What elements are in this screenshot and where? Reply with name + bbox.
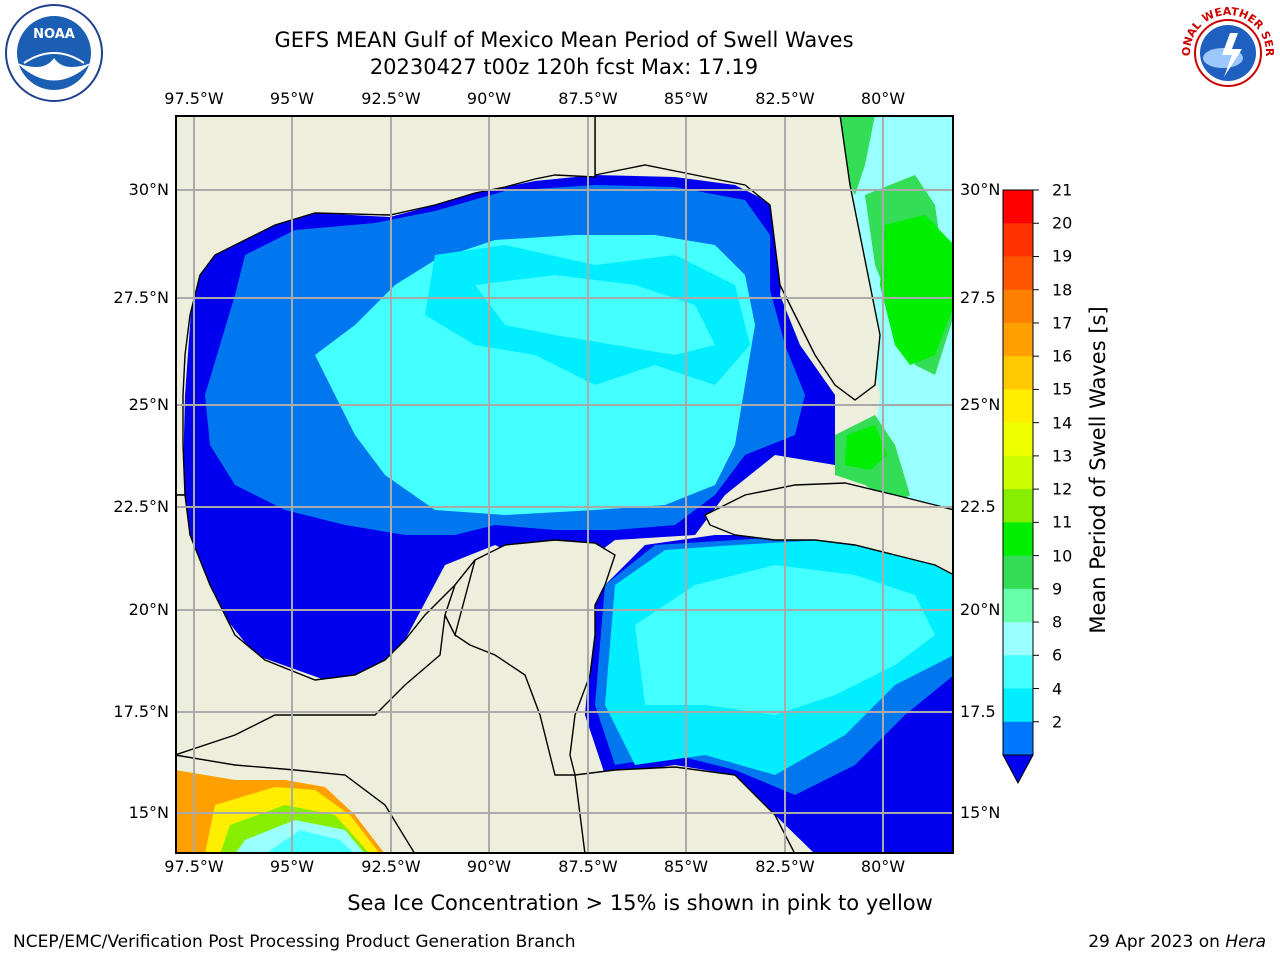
lat-tick-right: 27.5	[960, 288, 996, 307]
yucatan-land	[444, 539, 616, 776]
colorbar-segment	[1003, 322, 1033, 357]
colorbar-segment	[1003, 422, 1033, 457]
colorbar-tick: 8	[1052, 612, 1063, 632]
lon-tick-bot: 95°W	[269, 857, 315, 876]
noaa-logo: NOAA	[5, 4, 103, 102]
graticule	[175, 115, 954, 854]
colorbar-tick: 6	[1052, 645, 1063, 665]
florida-land	[594, 115, 954, 401]
colorbar-segment	[1003, 688, 1033, 723]
lat-tick-right: 22.5	[960, 497, 996, 516]
nws-logo: NATIONAL WEATHER SERVICE	[1178, 3, 1276, 100]
lon-tick-top: 80°W	[860, 89, 906, 108]
lon-tick-top: 90°W	[466, 89, 512, 108]
lat-tick-left: 30°N	[128, 180, 169, 199]
lat-tick-left: 27.5°N	[113, 288, 169, 307]
lat-tick-left: 20°N	[128, 600, 169, 619]
colorbar-tick: 20	[1052, 213, 1073, 233]
map-title: GEFS MEAN Gulf of Mexico Mean Period of …	[274, 28, 854, 52]
lat-tick-right: 30°N	[960, 180, 1001, 199]
mexico-east-land	[175, 494, 476, 756]
colorbar-segment	[1003, 289, 1033, 324]
svg-text:NOAA: NOAA	[33, 27, 75, 42]
lat-tick-left: 17.5°N	[113, 702, 169, 721]
lon-tick-bot: 85°W	[663, 857, 709, 876]
colorbar-tick: 19	[1052, 246, 1073, 266]
colorbar-tick: 9	[1052, 579, 1063, 599]
lat-tick-right: 25°N	[960, 395, 1001, 414]
colorbar-tick: 11	[1052, 512, 1073, 532]
swell-period-map	[175, 115, 954, 854]
lon-tick-bot: 87.5°W	[558, 857, 618, 876]
us-gulf-coast-land	[175, 115, 596, 496]
colorbar-segment	[1003, 655, 1033, 690]
lat-tick-left: 15°N	[128, 803, 169, 822]
colorbar-tick: 4	[1052, 679, 1063, 699]
footer-date: 29 Apr 2023 on Hera	[1088, 932, 1266, 952]
lat-tick-right: 20°N	[960, 600, 1001, 619]
pacific-cyan	[265, 830, 355, 854]
colorbar-segment	[1003, 356, 1033, 390]
map-subtitle-forecast: 20230427 t00z 120h fcst Max: 17.19	[369, 55, 759, 79]
lon-tick-top: 87.5°W	[558, 89, 618, 108]
lon-tick-top: 85°W	[663, 89, 709, 108]
bahamas-bright-green	[845, 425, 887, 470]
colorbar-segment	[1003, 622, 1033, 656]
lon-tick-bot: 90°W	[466, 857, 512, 876]
colorbar-tick: 15	[1052, 379, 1073, 399]
colorbar-segment	[1003, 223, 1033, 257]
footer-date-text: 29 Apr 2023 on	[1088, 932, 1226, 952]
colorbar-tick: 13	[1052, 446, 1073, 466]
colorbar-tick: 14	[1052, 413, 1073, 433]
gulf-light-cyan-inner	[475, 275, 715, 355]
lon-tick-top: 95°W	[269, 89, 315, 108]
lon-tick-bot: 80°W	[860, 857, 906, 876]
colorbar	[1002, 189, 1039, 785]
lat-tick-left: 22.5°N	[113, 497, 169, 516]
colorbar-tick: 21	[1052, 180, 1073, 200]
colorbar-tick: 10	[1052, 546, 1073, 566]
lat-tick-right: 17.5	[960, 702, 996, 721]
lon-tick-top: 82.5°W	[755, 89, 815, 108]
colorbar-tick: 2	[1052, 712, 1063, 732]
colorbar-tick: 12	[1052, 479, 1073, 499]
colorbar-title: Mean Period of Swell Waves [s]	[1086, 306, 1110, 634]
lat-tick-right: 15°N	[960, 803, 1001, 822]
lat-tick-left: 25°N	[128, 395, 169, 414]
footer-credit: NCEP/EMC/Verification Post Processing Pr…	[13, 932, 576, 952]
colorbar-segment	[1003, 256, 1033, 291]
lon-tick-top: 97.5°W	[164, 89, 224, 108]
colorbar-segment	[1003, 588, 1033, 623]
footer-host: Hera	[1225, 932, 1266, 952]
colorbar-segment	[1003, 455, 1033, 490]
colorbar-segment	[1003, 389, 1033, 424]
colorbar-segment	[1003, 489, 1033, 523]
lon-tick-bot: 97.5°W	[164, 857, 224, 876]
colorbar-segment	[1003, 190, 1033, 224]
lon-tick-bot: 92.5°W	[361, 857, 421, 876]
sea-ice-note: Sea Ice Concentration > 15% is shown in …	[347, 891, 933, 915]
colorbar-segment	[1003, 721, 1033, 756]
lon-tick-top: 92.5°W	[361, 89, 421, 108]
colorbar-tick: 18	[1052, 280, 1073, 300]
colorbar-tick: 17	[1052, 313, 1073, 333]
atlantic-bright-green	[880, 215, 954, 365]
colorbar-extend-arrow	[1002, 754, 1034, 785]
colorbar-tick: 16	[1052, 346, 1073, 366]
lon-tick-bot: 82.5°W	[755, 857, 815, 876]
colorbar-segment	[1003, 555, 1033, 590]
colorbar-segment	[1003, 522, 1033, 557]
